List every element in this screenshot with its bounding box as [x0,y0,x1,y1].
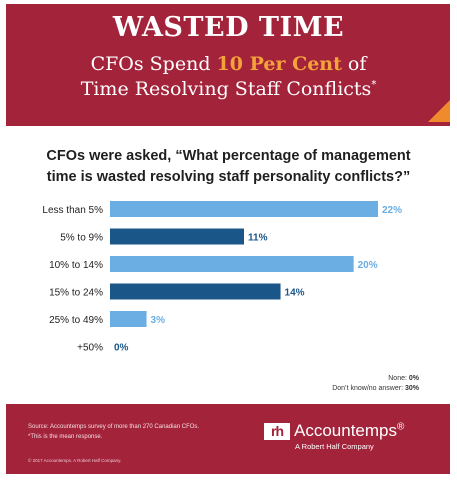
category-label: 15% to 24% [49,288,103,299]
note-none: None: 0% [332,374,419,384]
note-none-value: 0% [408,375,419,382]
subtitle-highlight: 10 Per Cent [216,53,342,75]
source-notes: Source: Accountemps survey of more than … [28,422,199,442]
subtitle-line-2: Time Resolving Staff Conflicts* [0,78,457,100]
note-none-label: None: [388,375,409,382]
note-dont-know: Don’t know/no answer: 30% [332,384,419,394]
category-label: Less than 5% [42,205,103,216]
bar [110,311,147,327]
bar [110,283,281,300]
bar [110,228,244,245]
category-label: 10% to 14% [49,260,103,271]
value-label: 3% [151,315,166,326]
value-label: 22% [382,205,402,216]
question-prefix: CFOs were asked, [46,148,176,164]
survey-question: CFOs were asked, “What percentage of man… [0,146,457,188]
page-title: WASTED TIME [112,12,345,43]
value-label: 11% [248,233,268,244]
corner-accent [428,100,450,122]
subtitle-line-1: CFOs Spend 10 Per Cent of [0,53,457,75]
source-text: Source: Accountemps survey of more than … [28,424,200,430]
category-label: 5% to 9% [60,233,103,244]
chart-notes: None: 0% Don’t know/no answer: 30% [332,374,419,394]
value-label: 14% [285,288,305,299]
brand-tagline: A Robert Half Company [295,442,374,451]
value-label: 0% [114,343,129,354]
brand-registered-mark: ® [397,421,405,433]
question-text-1: “What percentage of management [175,148,411,164]
subtitle-text: CFOs Spend [90,53,217,75]
subtitle-line-2-text: Time Resolving Staff Conflicts [80,78,372,100]
subtitle-text-end: of [341,53,367,75]
rh-logo-icon: rh [264,423,290,440]
brand-text: Accountemps [294,421,397,440]
copyright-text: © 2017 Accountemps. A Robert Half Compan… [28,458,122,463]
brand-name: Accountemps® [294,421,404,441]
question-line-2: time is wasted resolving staff personali… [46,169,411,185]
note-dk-label: Don’t know/no answer: [332,385,405,392]
header-banner [6,4,450,126]
value-label: 20% [358,260,378,271]
bar [110,256,354,272]
note-dk-value: 30% [404,385,419,392]
category-label: +50% [77,343,103,354]
bar [110,201,378,217]
category-label: 25% to 49% [49,315,103,326]
subtitle-asterisk: * [371,79,377,91]
footer-banner [6,404,450,474]
footnote-text: *This is the mean response. [28,434,103,440]
question-line-1: CFOs were asked, “What percentage of man… [0,146,457,167]
